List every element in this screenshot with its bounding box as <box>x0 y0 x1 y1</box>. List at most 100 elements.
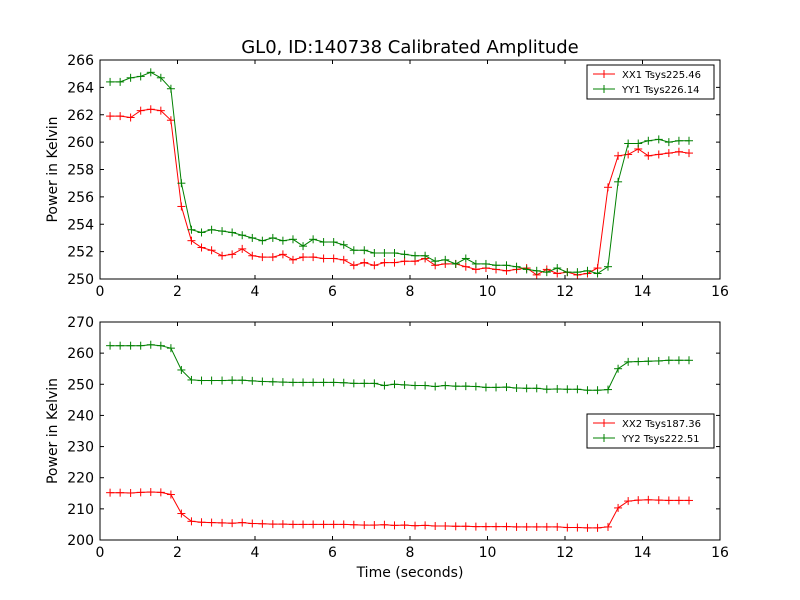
data-point <box>299 378 308 387</box>
data-point <box>604 262 613 271</box>
data-point <box>278 378 287 387</box>
series-2 <box>106 340 693 395</box>
data-point <box>654 356 663 365</box>
data-point <box>451 522 460 531</box>
data-point <box>218 227 227 236</box>
data-point <box>654 496 663 505</box>
y-tick-label: 262 <box>67 108 94 124</box>
data-point <box>299 242 308 251</box>
y-tick-label: 260 <box>67 346 94 362</box>
data-point <box>288 255 297 264</box>
x-tick-label: 10 <box>479 545 497 561</box>
data-point <box>258 519 267 528</box>
data-point <box>512 262 521 271</box>
data-point <box>421 251 430 260</box>
x-tick-label: 14 <box>634 545 652 561</box>
data-point <box>370 521 379 530</box>
data-point <box>522 265 531 274</box>
data-point <box>400 250 409 259</box>
data-point <box>583 266 592 275</box>
data-point <box>166 116 175 125</box>
data-point <box>309 520 318 529</box>
data-point <box>349 520 358 529</box>
data-point <box>674 136 683 145</box>
data-point <box>238 376 247 385</box>
data-point <box>624 357 633 366</box>
y-axis-label: Power in Kelvin <box>45 116 61 222</box>
y-tick-label: 258 <box>67 163 94 179</box>
data-point <box>248 251 257 260</box>
plot-2: 0 2 4 6 8 10 12 14 16 200 210 220 230 240 250 260 270 Pow… <box>45 315 729 581</box>
y-tick-label: 250 <box>67 377 94 393</box>
data-point <box>136 72 145 81</box>
plot-1: 0 2 4 6 8 10 12 14 16 250 252 254 256 258 260 262 264 266… <box>45 53 729 300</box>
y-tick-label: 210 <box>67 502 94 518</box>
data-point <box>339 520 348 529</box>
data-point <box>553 522 562 531</box>
data-point <box>319 520 328 529</box>
data-point <box>664 149 673 158</box>
data-point <box>411 521 420 530</box>
data-point <box>187 225 196 234</box>
data-point <box>461 254 470 263</box>
data-point <box>634 496 643 505</box>
data-point <box>380 520 389 529</box>
data-point <box>400 380 409 389</box>
data-point <box>360 246 369 255</box>
data-point <box>218 376 227 385</box>
data-point <box>187 375 196 384</box>
data-point <box>664 356 673 365</box>
data-point <box>471 259 480 268</box>
chart-title: GL0, ID:140738 Calibrated Amplitude <box>241 37 579 58</box>
data-point <box>268 377 277 386</box>
data-point <box>228 376 237 385</box>
series-1 <box>106 105 693 279</box>
y-tick-label: 252 <box>67 245 94 261</box>
x-tick-label: 6 <box>328 545 337 561</box>
legend-item: XX2 Tsys187.36 <box>593 419 701 430</box>
data-point <box>136 106 145 115</box>
data-point <box>339 378 348 387</box>
data-point <box>644 136 653 145</box>
data-point <box>573 385 582 394</box>
data-point <box>126 488 135 497</box>
data-point <box>329 254 338 263</box>
data-point <box>116 341 125 350</box>
data-point <box>654 150 663 159</box>
data-point <box>370 261 379 270</box>
data-point <box>126 113 135 122</box>
data-point <box>674 147 683 156</box>
data-point <box>126 73 135 82</box>
data-point <box>390 248 399 257</box>
data-point <box>492 522 501 531</box>
data-point <box>502 383 511 392</box>
data-point <box>461 262 470 271</box>
data-point <box>268 253 277 262</box>
data-point <box>238 231 247 240</box>
y-tick-label: 230 <box>67 440 94 456</box>
data-point <box>207 518 216 527</box>
x-tick-label: 14 <box>634 284 652 300</box>
data-point <box>146 488 155 497</box>
data-point <box>106 341 115 350</box>
data-point <box>207 225 216 234</box>
data-point <box>339 240 348 249</box>
data-point <box>593 269 602 278</box>
data-point <box>614 364 623 373</box>
data-point <box>228 519 237 528</box>
data-point <box>644 495 653 504</box>
data-point <box>542 522 551 531</box>
data-point <box>187 517 196 526</box>
data-point <box>218 251 227 260</box>
legend-label: XX2 Tsys187.36 <box>622 419 701 430</box>
data-point <box>614 503 623 512</box>
data-point <box>400 521 409 530</box>
data-point <box>177 365 186 374</box>
data-point <box>146 340 155 349</box>
data-point <box>339 255 348 264</box>
x-axis-label: Time (seconds) <box>356 565 464 581</box>
data-point <box>156 106 165 115</box>
data-point <box>248 519 257 528</box>
data-point <box>156 341 165 350</box>
x-tick-label: 4 <box>251 284 260 300</box>
